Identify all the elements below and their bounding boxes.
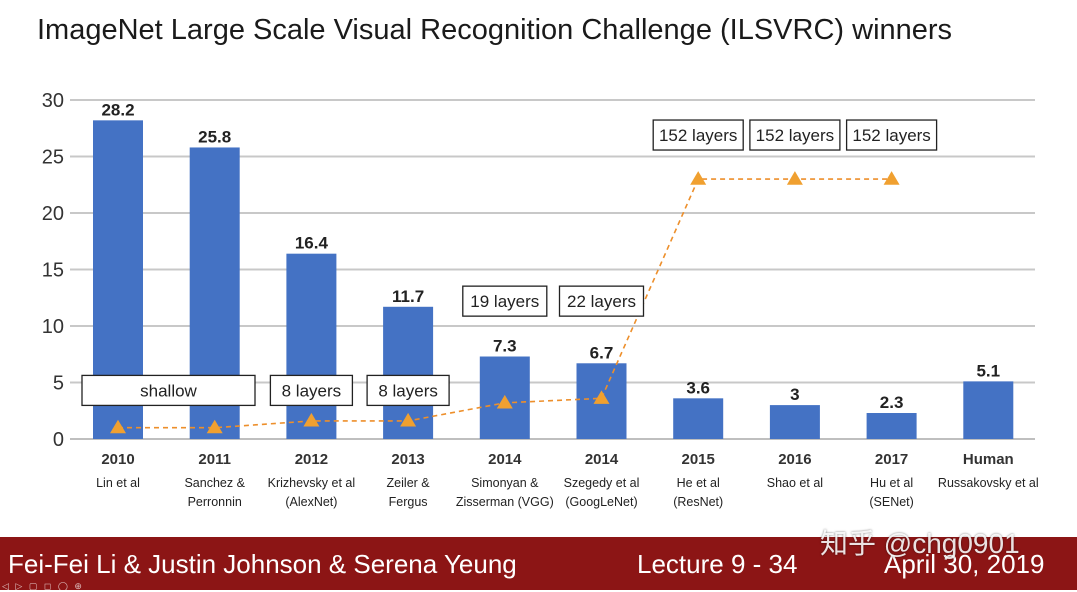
bar-value-label: 16.4 [295, 234, 329, 253]
x-tick-year: 2012 [295, 451, 328, 468]
depth-label-box [81, 374, 256, 407]
x-tick-name: Shao et al [767, 476, 823, 490]
x-tick-name: He et al (ResNet) [673, 476, 723, 509]
y-tick-label: 15 [42, 260, 64, 282]
bar-value-label: 28.2 [101, 100, 134, 119]
bar-value-label: 3.6 [686, 378, 710, 397]
y-axis-ticks: 0 5 10 15 20 25 30 [42, 90, 64, 451]
x-tick-name-line: Hu et al [870, 476, 913, 490]
bar [963, 381, 1014, 439]
depth-point [110, 419, 126, 434]
x-tick-name-line: Zeiler & [387, 476, 431, 490]
slide-controls-icon[interactable]: ◁ ▷ ▢ ◻ ◯ ⊕ [2, 581, 84, 591]
depth-label: 22 layers [567, 292, 636, 311]
depth-point [303, 412, 320, 427]
x-tick-name-line: Shao et al [767, 476, 823, 490]
bar-chart: 0 5 10 15 20 25 30 28.2 25.8 16.4 11.7 7.3 6.7 3.6 3 2… [42, 90, 1039, 509]
depth-label-box [462, 285, 548, 317]
x-tick-name-line: Zisserman (VGG) [456, 495, 554, 509]
depth-label: 152 layers [756, 126, 834, 145]
x-tick-name-line: (SENet) [869, 495, 913, 509]
bar [769, 405, 820, 439]
y-tick-label: 5 [53, 373, 64, 395]
bar-value-label: 7.3 [493, 337, 517, 356]
bar [286, 253, 337, 439]
depth-point [786, 171, 803, 185]
x-tick-year: 2016 [778, 451, 811, 468]
x-tick-year: 2015 [682, 451, 715, 468]
depth-point [690, 171, 707, 185]
x-tick-name-line: (ResNet) [673, 495, 723, 509]
depth-label: 8 layers [378, 381, 438, 400]
y-tick-label: 0 [53, 429, 64, 451]
depth-label-box [558, 285, 645, 317]
y-tick-label: 10 [42, 316, 64, 338]
y-tick-label: 30 [42, 90, 64, 112]
watermark: 知乎 @chg0901 [820, 528, 1020, 559]
footer-date: April 30, 2019 [884, 549, 1045, 579]
x-tick-name-line: Lin et al [96, 476, 140, 490]
footer-authors: Fei-Fei Li & Justin Johnson & Serena Yeu… [8, 549, 517, 579]
x-tick-name-line: Perronnin [188, 495, 242, 509]
x-axis-labels: 2010 Lin et al 2011 Sanchez & Perronnin 2012 K… [96, 451, 1039, 509]
depth-label: 152 layers [659, 126, 737, 145]
x-tick-name-line: (AlexNet) [285, 495, 337, 509]
x-tick-year: 2017 [875, 451, 908, 468]
depth-label-box [652, 119, 744, 151]
x-tick-name-line: (GoogLeNet) [565, 495, 637, 509]
chart-title: ImageNet Large Scale Visual Recognition … [37, 14, 953, 46]
x-tick-name: Szegedy et al (GoogLeNet) [564, 476, 640, 509]
depth-label: 8 layers [282, 381, 342, 400]
x-tick-name-line: Russakovsky et al [938, 476, 1039, 490]
y-tick-label: 20 [42, 203, 64, 225]
x-tick-name: Hu et al (SENet) [869, 476, 913, 509]
bar-value-label: 5.1 [976, 361, 1000, 380]
depth-label-box [269, 374, 354, 407]
x-tick-name-line: Krizhevsky et al [268, 476, 356, 490]
x-tick-name-line: Sanchez & [184, 476, 245, 490]
depth-point [496, 394, 513, 409]
x-tick-name-line: Fergus [389, 495, 428, 509]
bar-value-label: 11.7 [392, 287, 424, 306]
depth-point [206, 419, 223, 434]
depth-point [593, 390, 610, 404]
y-tick-label: 25 [42, 147, 64, 169]
bar-value-label: 25.8 [198, 127, 231, 146]
x-tick-year: 2014 [488, 451, 522, 468]
x-tick-name: Zeiler & Fergus [387, 476, 431, 509]
x-tick-year: 2011 [198, 451, 231, 468]
depth-label: 152 layers [852, 126, 930, 145]
x-tick-name: Russakovsky et al [938, 476, 1039, 490]
depth-label-box [366, 374, 450, 407]
bar [866, 413, 917, 439]
x-tick-name: Lin et al [96, 476, 140, 490]
x-tick-name: Krizhevsky et al (AlexNet) [268, 476, 356, 509]
footer-lecture: Lecture 9 - 34 [637, 549, 798, 579]
x-tick-year: 2014 [585, 451, 619, 468]
depth-labels: shallow 8 layers 8 layers 19 layers 22 layer… [81, 119, 938, 407]
x-tick-year: Human [963, 451, 1014, 468]
bar [673, 398, 724, 439]
depth-label-box [845, 119, 938, 151]
x-tick-year: 2013 [391, 451, 424, 468]
depth-point [400, 412, 417, 427]
slide-footer: Fei-Fei Li & Justin Johnson & Serena Yeu… [0, 537, 1077, 591]
x-tick-name-line: He et al [677, 476, 720, 490]
depth-label-box [749, 119, 841, 151]
x-tick-year: 2010 [101, 451, 134, 468]
bar-value-label: 3 [790, 385, 799, 404]
depth-point [883, 171, 900, 185]
depth-label: 19 layers [470, 292, 539, 311]
bar-value-label: 6.7 [590, 343, 614, 362]
depth-line [110, 171, 900, 434]
x-tick-name-line: Szegedy et al [564, 476, 640, 490]
depth-label: shallow [140, 381, 197, 400]
x-tick-name: Simonyan & Zisserman (VGG) [456, 476, 554, 509]
bar-value-label: 2.3 [880, 393, 904, 412]
x-tick-name: Sanchez & Perronnin [184, 476, 245, 509]
x-tick-name-line: Simonyan & [471, 476, 539, 490]
